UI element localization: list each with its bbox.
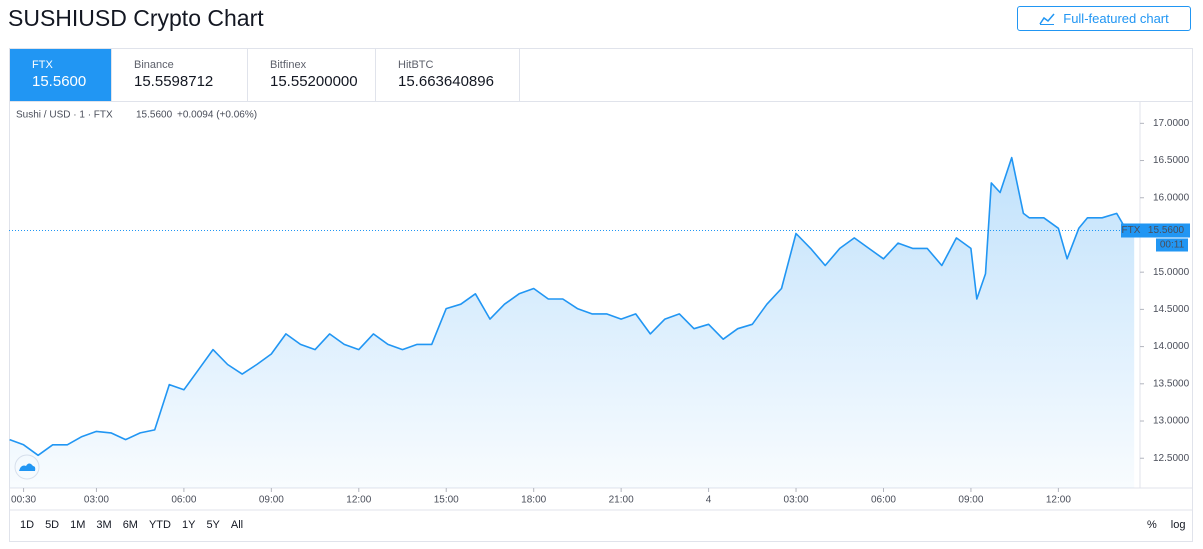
y-tick-label: 15.0000 <box>1153 267 1190 278</box>
scale-button[interactable]: log <box>1170 519 1186 531</box>
range-button[interactable]: 5D <box>45 519 60 531</box>
y-tick-label: 14.5000 <box>1153 304 1190 315</box>
y-tick-label: 13.0000 <box>1153 416 1190 427</box>
y-tick-label: 12.5000 <box>1153 453 1190 464</box>
exchange-name: FTX <box>32 59 53 71</box>
scale-button[interactable]: % <box>1147 519 1157 531</box>
x-tick-label: 15:00 <box>434 495 459 506</box>
range-button[interactable]: 3M <box>96 519 112 531</box>
x-tick-label: 18:00 <box>521 495 546 506</box>
range-button[interactable]: YTD <box>148 519 171 531</box>
y-tick-label: 13.5000 <box>1153 378 1190 389</box>
legend-symbol: Sushi / USD · 1 · FTX <box>16 110 113 121</box>
range-bar: 1D 5D 1M 3M 6M YTD 1Y 5Y All <box>20 519 243 531</box>
countdown: 00:11 <box>1160 240 1185 251</box>
range-button[interactable]: 1Y <box>181 519 196 531</box>
exchange-name: HitBTC <box>398 59 434 71</box>
widget: FTX 15.5600 Binance 15.5598712 Bitfinex 15.55… <box>9 48 1193 542</box>
exchange-name: Bitfinex <box>270 59 307 71</box>
exchange-price: 15.5598712 <box>134 73 214 90</box>
x-tick-label: 03:00 <box>784 495 809 506</box>
range-button[interactable]: 1M <box>70 519 86 531</box>
x-tick-label: 00:30 <box>11 495 36 506</box>
range-button[interactable]: 6M <box>122 519 138 531</box>
legend-change: +0.0094 (+0.06%) <box>177 110 257 121</box>
y-tick-label: 16.5000 <box>1153 155 1190 166</box>
exchange-price: 15.5600 <box>32 73 87 90</box>
exchange-tab[interactable]: Bitfinex 15.55200000 <box>248 49 376 101</box>
price-box <box>1142 223 1190 238</box>
area <box>9 157 1135 488</box>
x-tick-label: 06:00 <box>871 495 896 506</box>
y-tick-label: 16.0000 <box>1153 192 1190 203</box>
legend-price: 15.5600 <box>136 110 173 121</box>
y-tick-label: 17.0000 <box>1153 118 1190 129</box>
x-tick-label: 21:00 <box>609 495 634 506</box>
x-tick-label: 12:00 <box>1046 495 1071 506</box>
exchange-tabs: FTX 15.5600 Binance 15.5598712 Bitfinex 15.55… <box>10 49 1192 102</box>
exchange-name: Binance <box>134 59 174 71</box>
button-label: Full-featured chart <box>1063 11 1169 26</box>
range-button[interactable]: 5Y <box>206 519 220 531</box>
countdown-box <box>1156 238 1188 252</box>
x-tick-label: 12:00 <box>346 495 371 506</box>
x-tick-label: 4 <box>706 495 712 506</box>
full-chart-button[interactable]: Full-featured chart <box>1017 6 1191 31</box>
range-button[interactable]: 1D <box>20 519 35 531</box>
x-tick-label: 03:00 <box>84 495 109 506</box>
chart-icon <box>1039 13 1055 25</box>
exchange-tab[interactable]: HitBTC 15.663640896 <box>376 49 520 101</box>
exchange-tab[interactable]: FTX 15.5600 <box>10 49 112 101</box>
exchange-price: 15.663640896 <box>398 73 494 90</box>
range-button[interactable]: All <box>230 519 244 531</box>
tag-box <box>1121 223 1142 238</box>
exchange-tab[interactable]: Binance 15.5598712 <box>112 49 248 101</box>
scale-bar: % log <box>1147 519 1185 531</box>
exchange-price: 15.55200000 <box>270 73 358 90</box>
price-label: 15.5600 <box>1148 225 1185 236</box>
x-tick-label: 06:00 <box>171 495 196 506</box>
page-title: SUSHIUSD Crypto Chart <box>8 5 264 31</box>
x-tick-label: 09:00 <box>958 495 983 506</box>
x-tick-label: 09:00 <box>259 495 284 506</box>
tag-label: FTX <box>1122 225 1141 236</box>
price-line <box>9 156 1135 457</box>
y-tick-label: 14.0000 <box>1153 341 1190 352</box>
